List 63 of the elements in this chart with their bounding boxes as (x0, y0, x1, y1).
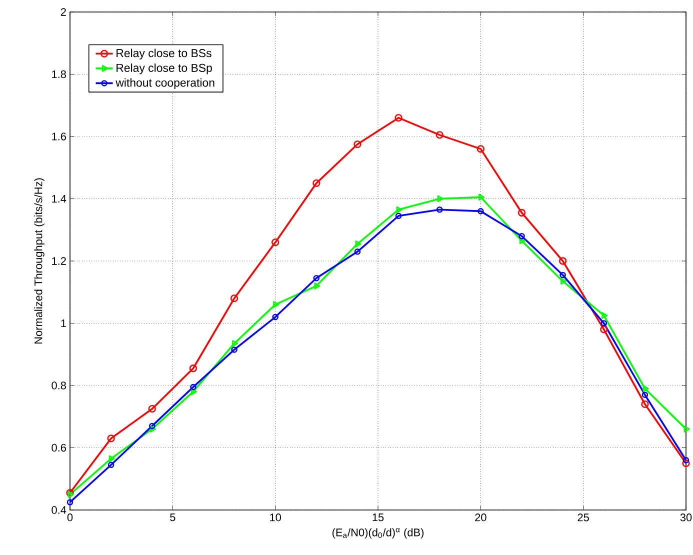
point (354, 248, 361, 255)
point (314, 282, 320, 290)
y-tick-label: 0.4 (52, 506, 66, 514)
y-axis-title: Normalized Throughput (bits/s/Hz) (34, 178, 44, 344)
point (478, 208, 484, 214)
point (189, 364, 198, 372)
point (190, 388, 198, 396)
point (642, 392, 648, 398)
legend-label: without cooperation (116, 78, 214, 89)
point (602, 312, 608, 319)
point (148, 405, 156, 413)
y-tick-label: 1.8 (52, 70, 66, 78)
point (518, 208, 526, 217)
x-tick-label: 30 (680, 514, 692, 522)
x-axis-title: (E$_{a}$/N0)(d$_{0}$/d)$^{α}$ (dB) (332, 528, 424, 538)
x-tick-label: 0 (67, 514, 73, 522)
point (396, 206, 402, 214)
point (600, 326, 608, 334)
point (600, 320, 608, 326)
point (478, 194, 485, 201)
y-tick-label: 1.4 (52, 194, 66, 203)
point (271, 238, 280, 246)
point (355, 240, 362, 248)
point (519, 237, 526, 244)
legend-label: Relay close to BSp (116, 64, 212, 74)
point (394, 114, 402, 122)
point (436, 206, 443, 213)
point (190, 384, 196, 390)
point (107, 434, 115, 442)
point (108, 455, 115, 462)
point (558, 257, 567, 265)
point (108, 462, 114, 468)
point (395, 212, 402, 220)
y-tick-label: 1.2 (52, 257, 66, 265)
point (148, 422, 156, 430)
y-tick-label: 0.6 (52, 444, 66, 452)
point (273, 301, 280, 308)
point (231, 346, 238, 353)
x-tick-label: 25 (578, 514, 589, 522)
x-tick-label: 15 (372, 514, 384, 522)
point (560, 272, 566, 278)
y-tick-label: 0.8 (52, 382, 66, 390)
y-tick-label: 2 (60, 8, 66, 16)
x-tick-label: 10 (270, 514, 281, 522)
legend-label: Relay close to BSs (116, 48, 212, 60)
point (354, 140, 362, 148)
point (476, 145, 485, 153)
y-tick-label: 1 (61, 319, 66, 328)
point (232, 340, 238, 347)
point (436, 131, 444, 139)
point (437, 195, 444, 202)
point (641, 400, 649, 408)
point (560, 278, 567, 285)
point (312, 179, 320, 188)
point (272, 314, 278, 320)
x-tick-label: 5 (170, 514, 176, 522)
point (642, 385, 649, 392)
point (518, 232, 525, 240)
y-tick-label: 1.6 (52, 132, 66, 140)
x-tick-label: 20 (475, 514, 486, 522)
point (150, 426, 156, 432)
point (313, 274, 320, 282)
point (230, 294, 238, 302)
